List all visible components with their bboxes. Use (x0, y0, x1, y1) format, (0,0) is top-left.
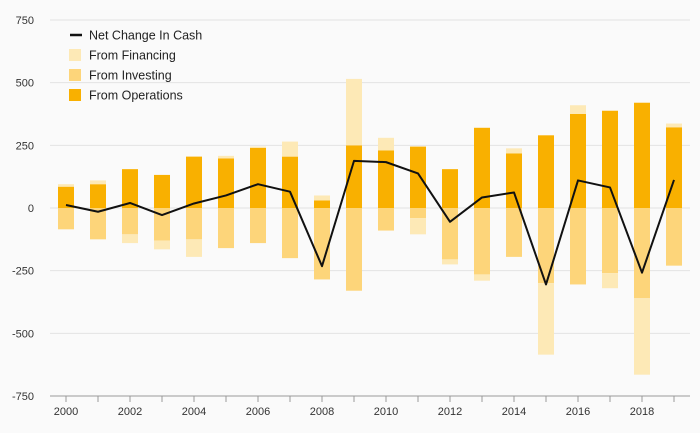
bar-from-operations-2005 (218, 158, 234, 208)
bar-from-investing-2015 (538, 208, 554, 284)
bar-from-operations-2010 (378, 150, 394, 208)
x-tick-label: 2014 (502, 406, 526, 418)
x-tick-label: 2004 (182, 406, 206, 418)
bar-from-financing-2012 (442, 259, 458, 265)
net-change-in-cash-line (65, 159, 675, 286)
bar-from-operations-2015 (538, 135, 554, 208)
bar-from-financing-2003 (154, 240, 170, 250)
bar-from-operations-2017 (602, 110, 618, 208)
bar-from-investing-2004 (186, 208, 202, 240)
y-axis-tick-labels: 750 500 250 0 -250 -500 -750 (12, 15, 34, 403)
x-tick-label: 2008 (310, 406, 334, 418)
legend: Net Change In Cash From Financing From Inv… (69, 29, 202, 103)
legend-label: From Operations (89, 89, 183, 103)
y-tick-label: 500 (16, 78, 34, 90)
net-change-line (65, 159, 675, 286)
bar-from-financing-2000 (58, 184, 74, 187)
bar-from-investing-2003 (154, 208, 170, 241)
legend-box-swatch (69, 69, 81, 81)
bar-from-investing-2001 (90, 208, 106, 240)
legend-label: Net Change In Cash (89, 29, 202, 43)
bar-from-financing-2015 (538, 283, 554, 355)
bar-from-operations-2018 (634, 102, 650, 208)
bar-from-investing-2005 (218, 208, 234, 249)
bar-from-investing-2007 (282, 208, 298, 259)
bar-from-operations-2014 (506, 153, 522, 208)
legend-item: Net Change In Cash (70, 29, 202, 43)
bar-from-investing-2000 (58, 208, 74, 230)
x-tick-label: 2016 (566, 406, 590, 418)
bar-from-operations-2011 (410, 146, 426, 208)
bar-from-investing-2008 (314, 208, 330, 280)
bar-from-financing-2010 (378, 137, 394, 151)
x-axis: 2000 2002 2004 2006 2008 2010 2012 2014 2016 2018 (50, 395, 690, 418)
legend-label: From Investing (89, 69, 172, 83)
bar-from-financing-2007 (282, 141, 298, 157)
bar-from-operations-2019 (666, 127, 682, 208)
bar-from-operations-2000 (58, 186, 74, 208)
bar-from-operations-2016 (570, 114, 586, 208)
x-tick-label: 2012 (438, 406, 462, 418)
legend-box-swatch (69, 89, 81, 101)
bar-from-investing-2009 (346, 208, 362, 291)
bar-from-investing-2014 (506, 208, 522, 257)
legend-item: From Operations (69, 89, 183, 103)
bar-from-financing-2005 (218, 155, 234, 159)
y-tick-label: -500 (12, 328, 34, 340)
bar-from-financing-2011 (410, 218, 426, 235)
bar-from-financing-2018 (634, 298, 650, 375)
bar-from-investing-2002 (122, 208, 138, 235)
bar-from-investing-2012 (442, 208, 458, 260)
bar-from-financing-2014 (506, 148, 522, 154)
bar-from-investing-2011 (410, 208, 426, 219)
bar-from-investing-2018 (634, 208, 650, 299)
legend-item: From Financing (69, 49, 176, 63)
bar-from-operations-2001 (90, 184, 106, 208)
y-tick-label: 0 (28, 203, 34, 215)
bar-from-investing-2016 (570, 208, 586, 285)
bar-from-financing-2001 (90, 180, 106, 185)
bar-from-investing-2006 (250, 208, 266, 244)
legend-item: From Investing (69, 69, 172, 83)
x-tick-label: 2000 (54, 406, 78, 418)
bar-from-investing-2013 (474, 208, 490, 275)
bar-from-financing-2004 (186, 239, 202, 257)
x-tick-label: 2010 (374, 406, 398, 418)
bar-from-financing-2016 (570, 105, 586, 114)
bar-from-operations-2008 (314, 200, 330, 208)
bar-from-operations-2013 (474, 127, 490, 208)
y-tick-label: 250 (16, 140, 34, 152)
bar-from-financing-2008 (314, 195, 330, 201)
bar-from-financing-2013 (474, 274, 490, 281)
bar-from-investing-2010 (378, 208, 394, 231)
y-tick-label: 750 (16, 15, 34, 27)
bar-from-investing-2017 (602, 208, 618, 274)
bar-from-operations-2003 (154, 174, 170, 208)
bar-from-financing-2017 (602, 273, 618, 289)
bar-from-operations-2007 (282, 156, 298, 208)
bar-from-operations-2012 (442, 169, 458, 208)
bar-from-financing-2019 (666, 123, 682, 128)
bar-from-financing-2002 (122, 234, 138, 244)
y-tick-label: -250 (12, 266, 34, 278)
bar-from-operations-2004 (186, 156, 202, 208)
bar-from-operations-2006 (250, 147, 266, 208)
legend-label: From Financing (89, 49, 176, 63)
bar-from-operations-2002 (122, 169, 138, 208)
y-tick-label: -750 (12, 391, 34, 403)
x-tick-label: 2018 (630, 406, 654, 418)
stacked-bars (58, 78, 682, 375)
legend-box-swatch (69, 49, 81, 61)
bar-from-financing-2006 (250, 146, 266, 148)
bar-from-financing-2009 (346, 78, 362, 146)
x-tick-label: 2002 (118, 406, 142, 418)
bar-from-investing-2019 (666, 208, 682, 266)
x-tick-label: 2006 (246, 406, 270, 418)
